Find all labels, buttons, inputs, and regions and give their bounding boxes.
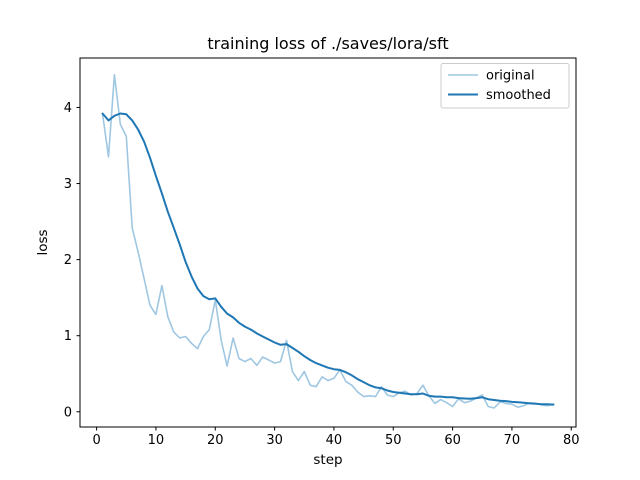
series-line-original: [101, 73, 555, 409]
plot-area: 0 10 20 30 40 50 60 70 80 0 1 2 3 4: [64, 57, 580, 448]
legend-label-original: original: [486, 69, 535, 84]
x-tick-label: 30: [266, 433, 283, 448]
x-tick-label: 40: [326, 433, 343, 448]
x-tick-label: 20: [207, 433, 224, 448]
x-tick-label: 80: [563, 433, 580, 448]
chart-title: training loss of ./saves/lora/sft: [207, 34, 448, 53]
series-line-smoothed: [101, 112, 555, 406]
y-tick-label: 2: [64, 253, 72, 268]
legend: original smoothed: [440, 63, 570, 109]
x-tick-label: 0: [92, 433, 100, 448]
axes-spines: [79, 57, 577, 428]
x-tick-label: 70: [504, 433, 521, 448]
y-tick-label: 4: [64, 101, 72, 116]
y-tick-label: 0: [64, 405, 72, 420]
y-axis-label: loss: [35, 229, 51, 255]
x-axis-label: step: [313, 452, 342, 468]
legend-label-smoothed: smoothed: [486, 88, 551, 103]
x-tick-label: 60: [444, 433, 461, 448]
x-tick-label: 10: [148, 433, 165, 448]
y-tick-label: 3: [64, 177, 72, 192]
y-tick-label: 1: [64, 329, 72, 344]
x-tick-label: 50: [385, 433, 402, 448]
